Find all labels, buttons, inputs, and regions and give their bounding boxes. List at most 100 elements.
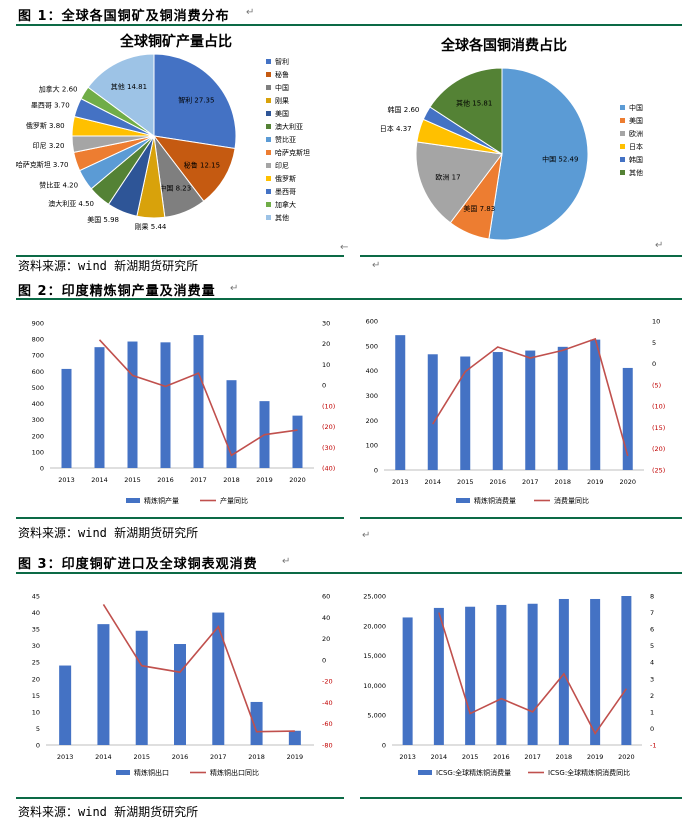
y-axis-tick-label: 25,000 — [363, 593, 386, 601]
legend-label: 精炼铜产量 — [144, 496, 179, 505]
y-axis-tick-label: 5 — [36, 725, 40, 733]
y-axis-tick-label: 40 — [32, 609, 40, 617]
data-label: 美国 7.83 — [463, 204, 495, 213]
series-line — [438, 612, 628, 735]
x-axis-tick-label: 2018 — [223, 476, 240, 484]
y-axis-tick-label: 800 — [32, 336, 44, 344]
data-label: 智利 27.35 — [178, 96, 214, 105]
x-axis-tick-label: 2020 — [289, 476, 306, 484]
legend-swatch — [266, 98, 271, 103]
bar — [250, 701, 263, 745]
y2-axis-tick-label: (10) — [652, 403, 665, 411]
legend-label: 韩国 — [629, 155, 643, 164]
legend-swatch — [418, 770, 432, 775]
y-axis-tick-label: 25 — [32, 659, 40, 667]
bar — [160, 342, 171, 468]
y-axis-tick-label: 0 — [382, 742, 386, 750]
legend-label: 中国 — [275, 83, 289, 92]
y-axis-tick-label: 500 — [366, 342, 378, 350]
legend-swatch — [620, 118, 625, 123]
divider — [16, 572, 682, 574]
y2-axis-tick-label: 0 — [322, 656, 326, 664]
figure-2-source: 资料来源：wind 新湖期货研究所 — [18, 526, 199, 540]
divider — [16, 517, 344, 519]
x-axis-tick-label: 2016 — [172, 753, 189, 761]
pie-slice — [415, 141, 503, 224]
chart-4: 0 100 200 300 400 500 600 (25) (20) (15) (10) (5) 0 5… — [366, 318, 666, 506]
pie-slice — [429, 67, 503, 155]
figure-2-title: 图 2：印度精炼铜产量及消费量 — [18, 284, 216, 299]
y2-axis-tick-label: (15) — [652, 424, 665, 432]
paragraph-mark: ↵ — [230, 283, 239, 294]
y-axis-tick-label: 600 — [32, 368, 44, 376]
bar — [622, 367, 633, 470]
chart-3: 0100200300400500600700800900(40)(30)(20)… — [32, 320, 336, 506]
legend-label: ICSG:全球精炼铜消费量 — [436, 768, 511, 777]
pie-slice — [488, 67, 589, 241]
y2-axis-tick-label: -40 — [322, 699, 333, 707]
y-axis-tick-label: 45 — [32, 593, 40, 601]
legend-swatch — [620, 105, 625, 110]
y-axis-tick-label: 300 — [366, 392, 378, 400]
y2-axis-tick-label: (25) — [652, 467, 665, 475]
chart-title: 全球各国铜消费占比 — [440, 37, 567, 54]
x-axis-tick-label: 2013 — [392, 478, 409, 486]
legend-swatch — [266, 72, 271, 77]
legend-label: 加拿大 — [275, 200, 296, 209]
divider — [16, 255, 344, 257]
x-axis-tick-label: 2019 — [587, 478, 604, 486]
legend-label: 刚果 — [275, 96, 289, 105]
y2-axis-tick-label: (10) — [322, 402, 335, 410]
y2-axis-tick-label: (20) — [322, 423, 335, 431]
data-label: 其他 15.81 — [456, 99, 492, 108]
bar — [212, 612, 225, 745]
x-axis-tick-label: 2015 — [133, 753, 150, 761]
y2-axis-tick-label: 0 — [650, 725, 654, 733]
figure-1-title: 图 1：全球各国铜矿及铜消费分布 — [18, 9, 230, 24]
x-axis-tick-label: 2015 — [457, 478, 474, 486]
data-label: 刚果 5.44 — [135, 222, 167, 231]
x-axis-tick-label: 2017 — [524, 753, 541, 761]
y-axis-tick-label: 100 — [366, 442, 378, 450]
paragraph-mark: ← — [340, 242, 349, 253]
pie-slice — [153, 53, 237, 150]
y2-axis-tick-label: 1 — [650, 708, 654, 716]
x-axis-tick-label: 2015 — [462, 753, 479, 761]
y-axis-tick-label: 5,000 — [367, 712, 386, 720]
legend-swatch — [620, 144, 625, 149]
y2-axis-tick-label: (20) — [652, 445, 665, 453]
bar — [288, 730, 301, 745]
x-axis-tick-label: 2015 — [124, 476, 141, 484]
y-axis-tick-label: 400 — [32, 400, 44, 408]
bar — [226, 380, 237, 468]
y2-axis-tick-label: -20 — [322, 678, 333, 686]
divider — [16, 24, 682, 26]
series-line — [102, 603, 295, 733]
bar — [525, 350, 536, 470]
y2-axis-tick-label: 0 — [652, 360, 656, 368]
legend-label: 美国 — [629, 116, 643, 125]
x-axis-tick-label: 2014 — [91, 476, 108, 484]
x-axis-tick-label: 2019 — [587, 753, 604, 761]
y-axis-tick-label: 100 — [32, 448, 44, 456]
legend-swatch — [266, 150, 271, 155]
y-axis-tick-label: 15 — [32, 692, 40, 700]
y-axis-tick-label: 30 — [32, 642, 40, 650]
x-axis-tick-label: 2017 — [522, 478, 539, 486]
legend-label: 产量同比 — [220, 496, 248, 505]
y-axis-tick-label: 400 — [366, 367, 378, 375]
x-axis-tick-label: 2013 — [58, 476, 75, 484]
legend-label: 日本 — [629, 142, 643, 151]
legend-label: 精炼铜出口 — [134, 768, 169, 777]
legend-label: 中国 — [629, 103, 643, 112]
data-label: 日本 4.37 — [380, 124, 412, 133]
chart-6: 0 5,000 10,000 15,000 20,000 25,000 -1 0 1 2 3 4 5 6 7… — [363, 593, 656, 778]
bar — [402, 617, 413, 745]
legend-label: 欧洲 — [629, 129, 643, 138]
bar — [621, 596, 632, 745]
legend-label: 消费量同比 — [554, 496, 589, 505]
y-axis-tick-label: 600 — [366, 318, 378, 326]
data-label: 美国 5.98 — [87, 215, 119, 224]
y2-axis-tick-label: 4 — [650, 659, 654, 667]
data-label: 中国 8.23 — [159, 184, 191, 193]
